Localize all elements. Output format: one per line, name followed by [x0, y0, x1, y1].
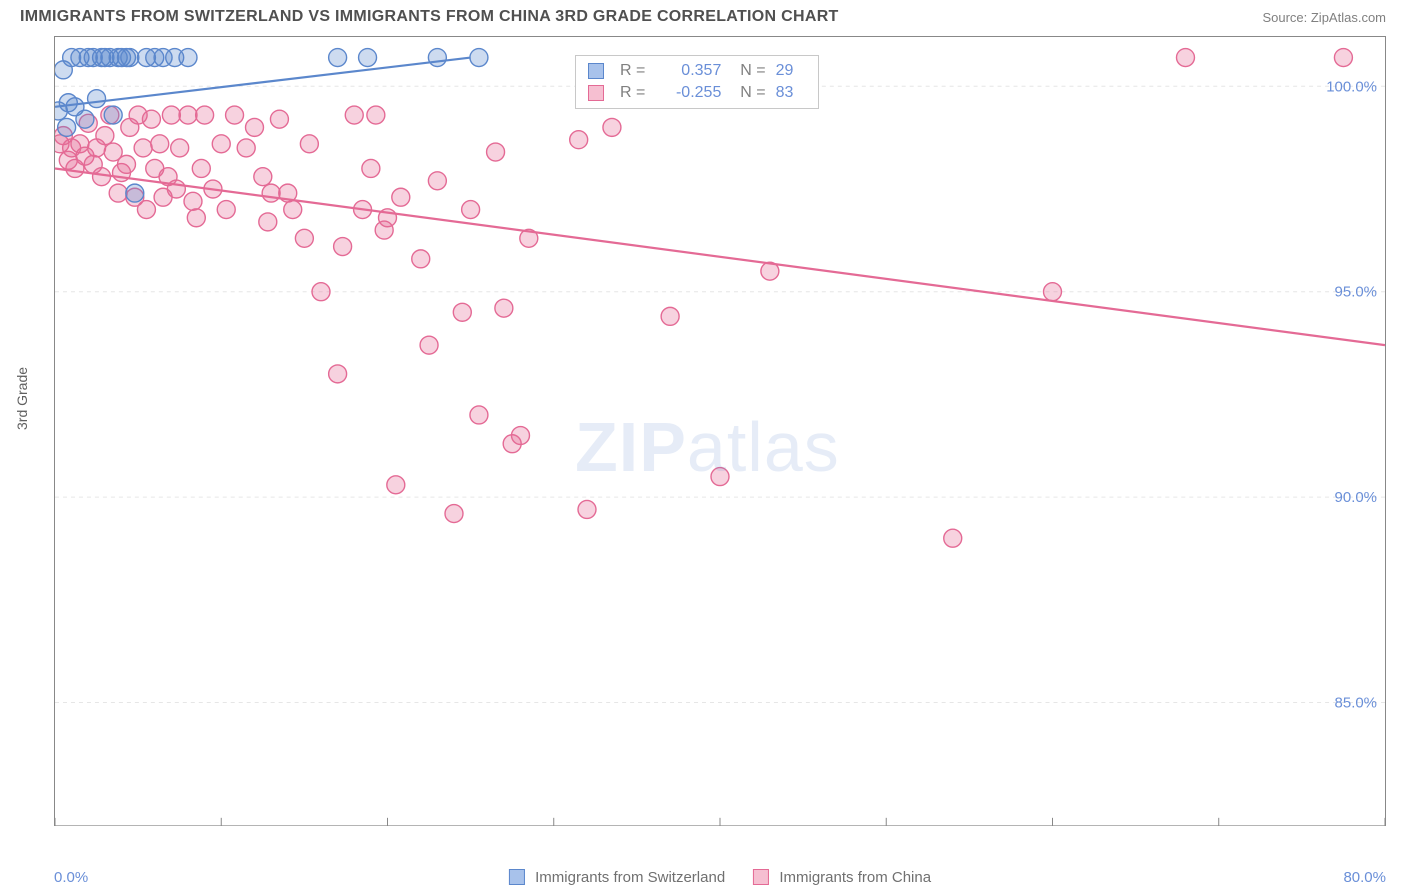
swatch-icon — [509, 869, 525, 885]
legend-n-label: N = — [731, 62, 765, 80]
legend-r-value: 0.357 — [655, 62, 721, 80]
plot-area: 85.0% 90.0% 95.0% 100.0% ZIPatlas R = 0.357… — [54, 36, 1386, 826]
legend-r-value: -0.255 — [655, 84, 721, 102]
series-name: Immigrants from China — [779, 869, 931, 886]
y-axis-label: 3rd Grade — [14, 367, 30, 430]
legend-r-label: R = — [620, 62, 645, 80]
correlation-legend: R = 0.357 N = 29 R = -0.255 N = 83 — [575, 55, 819, 109]
swatch-icon — [588, 63, 604, 79]
series-legend-item: Immigrants from China — [753, 869, 931, 886]
series-legend-item: Immigrants from Switzerland — [509, 869, 725, 886]
swatch-icon — [588, 85, 604, 101]
chart-title: IMMIGRANTS FROM SWITZERLAND VS IMMIGRANT… — [20, 8, 839, 26]
legend-n-label: N = — [731, 84, 765, 102]
x-axis-min-label: 0.0% — [54, 869, 88, 886]
bottom-legend: 0.0% Immigrants from Switzerland Immigra… — [54, 869, 1386, 886]
svg-text:85.0%: 85.0% — [1335, 695, 1377, 712]
legend-r-label: R = — [620, 84, 645, 102]
series-name: Immigrants from Switzerland — [535, 869, 725, 886]
watermark: ZIPatlas — [575, 407, 840, 487]
svg-text:95.0%: 95.0% — [1335, 284, 1377, 301]
x-axis-max-label: 80.0% — [1343, 869, 1386, 886]
svg-text:100.0%: 100.0% — [1326, 78, 1377, 95]
legend-row: R = -0.255 N = 83 — [588, 82, 806, 104]
legend-row: R = 0.357 N = 29 — [588, 60, 806, 82]
swatch-icon — [753, 869, 769, 885]
svg-text:90.0%: 90.0% — [1335, 489, 1377, 506]
legend-n-value: 83 — [776, 84, 806, 102]
source-label: Source: ZipAtlas.com — [1262, 10, 1386, 25]
legend-n-value: 29 — [776, 62, 806, 80]
